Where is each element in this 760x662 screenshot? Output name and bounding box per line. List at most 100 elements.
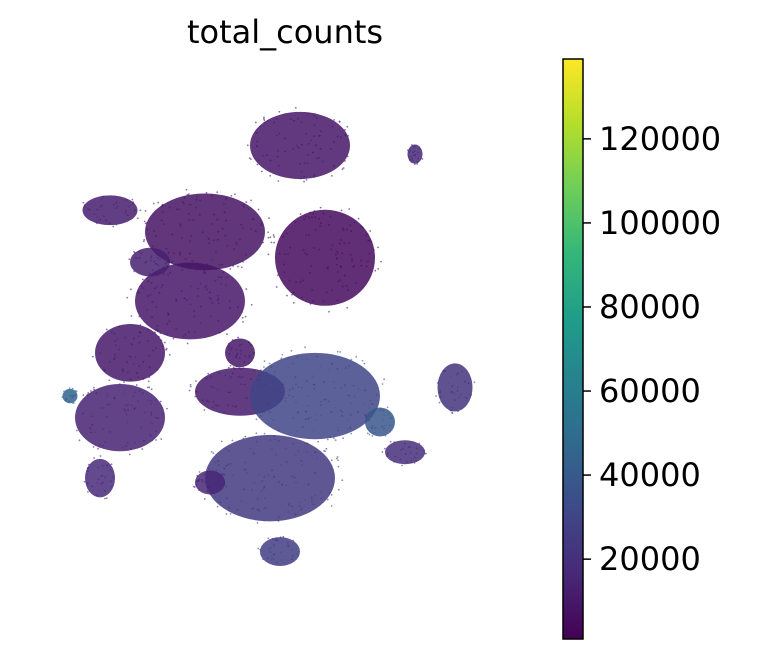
cell-point (449, 375, 452, 378)
cell-point (231, 405, 234, 408)
cell-point (366, 260, 369, 263)
cell-point (346, 289, 349, 291)
cell-point (456, 390, 459, 392)
cell-point (387, 414, 390, 417)
cell-point (201, 478, 203, 481)
cell-point (208, 467, 210, 470)
cell-point (104, 489, 107, 492)
cell-point (263, 497, 266, 500)
cell-point (366, 432, 369, 435)
cell-point (297, 386, 300, 388)
cell-point (218, 478, 220, 481)
colorbar-tick-label: 40000 (599, 456, 701, 494)
cell-point (227, 463, 230, 466)
cell-point (155, 416, 158, 419)
cell-point (102, 444, 104, 447)
cell-point (336, 135, 339, 138)
cell-point (133, 391, 136, 394)
cell-point (319, 225, 321, 227)
cell-point (82, 201, 85, 204)
cell-point (250, 199, 253, 202)
cell-point (273, 438, 276, 441)
cell-point (189, 285, 192, 288)
cell-point (175, 327, 178, 330)
cell-point (100, 198, 103, 201)
cell-point (339, 351, 342, 353)
cell-point (161, 268, 164, 270)
cell-point (225, 513, 228, 515)
cell-point (160, 339, 163, 342)
cell-point (310, 500, 313, 503)
cell-point (314, 494, 317, 497)
cell-point (255, 440, 258, 443)
cluster-18 (195, 470, 225, 495)
cell-point (238, 357, 241, 360)
cell-point (192, 219, 195, 221)
cell-point (210, 450, 213, 453)
cell-point (198, 213, 201, 216)
cell-point (138, 341, 141, 344)
cell-point (384, 434, 387, 437)
cell-point (344, 160, 346, 162)
cell-point (316, 457, 319, 460)
cell-point (235, 356, 238, 359)
cell-point (440, 400, 443, 403)
cell-point (292, 555, 294, 558)
cell-point (258, 473, 261, 476)
cell-point (315, 413, 318, 416)
cell-point (450, 385, 453, 388)
cell-point (235, 354, 238, 357)
cell-point (133, 407, 136, 409)
cell-point (410, 461, 412, 464)
cell-point (296, 117, 299, 120)
cell-point (404, 453, 407, 455)
cell-point (264, 394, 267, 397)
cell-point (267, 253, 270, 256)
cell-point (401, 464, 403, 467)
cell-point (287, 541, 289, 544)
cell-point (270, 558, 273, 560)
cell-point (278, 480, 281, 483)
cell-point (167, 274, 169, 277)
cell-point (96, 216, 99, 219)
cell-point (303, 218, 306, 221)
cell-point (303, 161, 306, 164)
cell-point (160, 205, 163, 208)
cell-point (415, 459, 418, 462)
cell-point (286, 294, 288, 297)
cell-point (217, 230, 220, 233)
cell-point (255, 370, 258, 373)
cell-point (300, 121, 303, 124)
cell-point (93, 388, 96, 391)
cell-point (204, 286, 207, 289)
scatter-clusters (61, 106, 476, 566)
cell-point (275, 134, 278, 137)
cell-point (244, 461, 247, 464)
cell-point (150, 403, 153, 405)
cell-point (330, 411, 333, 413)
cell-point (376, 393, 378, 396)
cell-point (157, 264, 160, 267)
cell-point (179, 251, 182, 254)
cell-point (142, 378, 145, 380)
cell-point (266, 403, 269, 406)
cell-point (313, 124, 316, 127)
cell-point (151, 316, 153, 319)
cell-point (236, 352, 239, 355)
cell-point (123, 390, 126, 393)
cell-point (313, 135, 315, 138)
cell-point (239, 238, 241, 241)
cell-point (113, 358, 116, 361)
cell-point (410, 155, 413, 158)
cell-point (121, 369, 124, 372)
cell-point (250, 228, 252, 230)
cell-point (291, 558, 294, 561)
cell-point (353, 395, 356, 398)
cell-point (201, 231, 204, 234)
cell-point (305, 410, 307, 413)
cell-point (82, 394, 85, 397)
cell-point (199, 305, 202, 308)
cell-point (224, 374, 227, 377)
cell-point (310, 416, 313, 419)
cell-point (133, 257, 136, 259)
